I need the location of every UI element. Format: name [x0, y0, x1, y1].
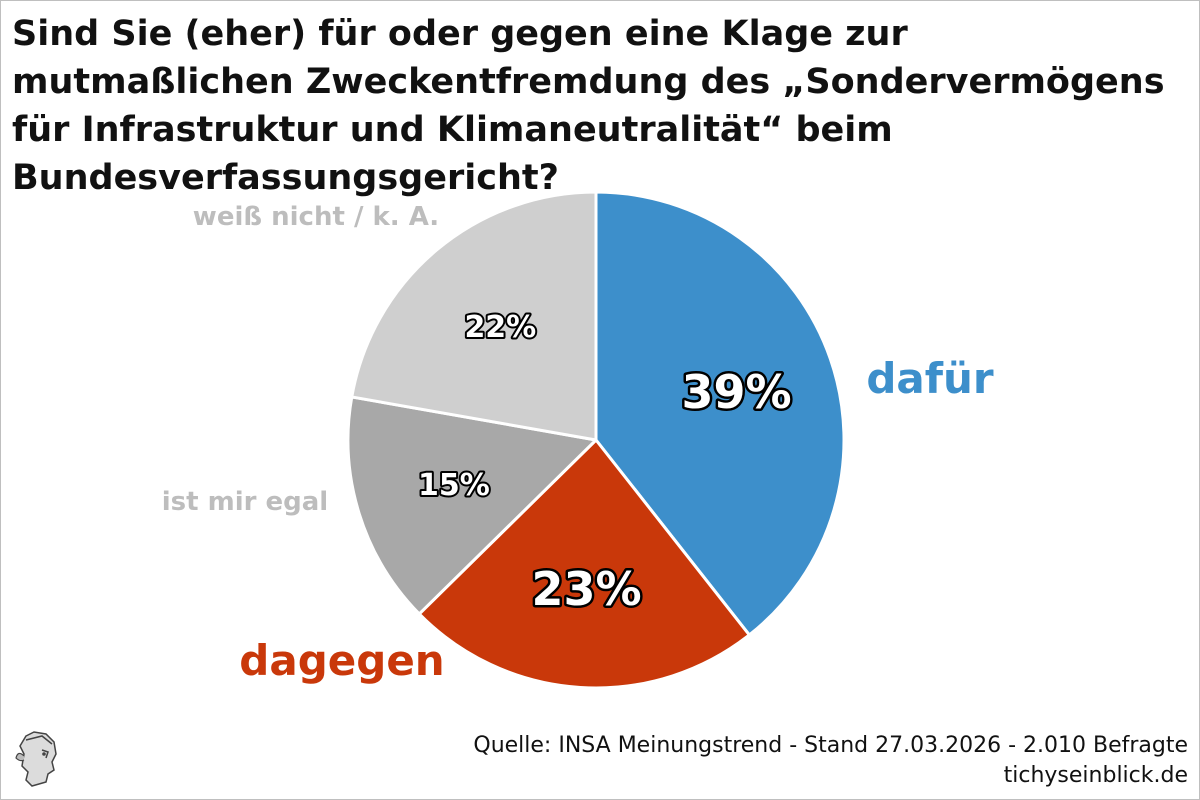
slice-category-label: weiß nicht / k. A. [193, 202, 439, 232]
slice-value-label: 22% [464, 310, 536, 345]
slice-category-label: dafür [866, 354, 994, 403]
pie-slice-weiß-nicht-k-a- [350, 190, 598, 442]
slice-category-label: dagegen [239, 636, 444, 685]
slice-category-label: ist mir egal [162, 487, 328, 517]
slice-value-label: 39% [682, 365, 792, 419]
source-note: Quelle: INSA Meinungstrend - Stand 27.03… [473, 731, 1188, 791]
website-url: tichyseinblick.de [1003, 763, 1188, 788]
pie-slice-dagegen [417, 438, 751, 690]
slice-value-label: 23% [532, 562, 642, 616]
chart-title: Sind Sie (eher) für oder gegen eine Klag… [12, 14, 1165, 198]
pie-slice-dafür [594, 190, 846, 637]
pie-slice-ist-mir-egal [346, 395, 598, 616]
hermes-head-logo-icon [12, 730, 62, 792]
slice-value-label: 15% [418, 468, 490, 503]
source-text: Quelle: INSA Meinungstrend - Stand 27.03… [473, 733, 1188, 758]
